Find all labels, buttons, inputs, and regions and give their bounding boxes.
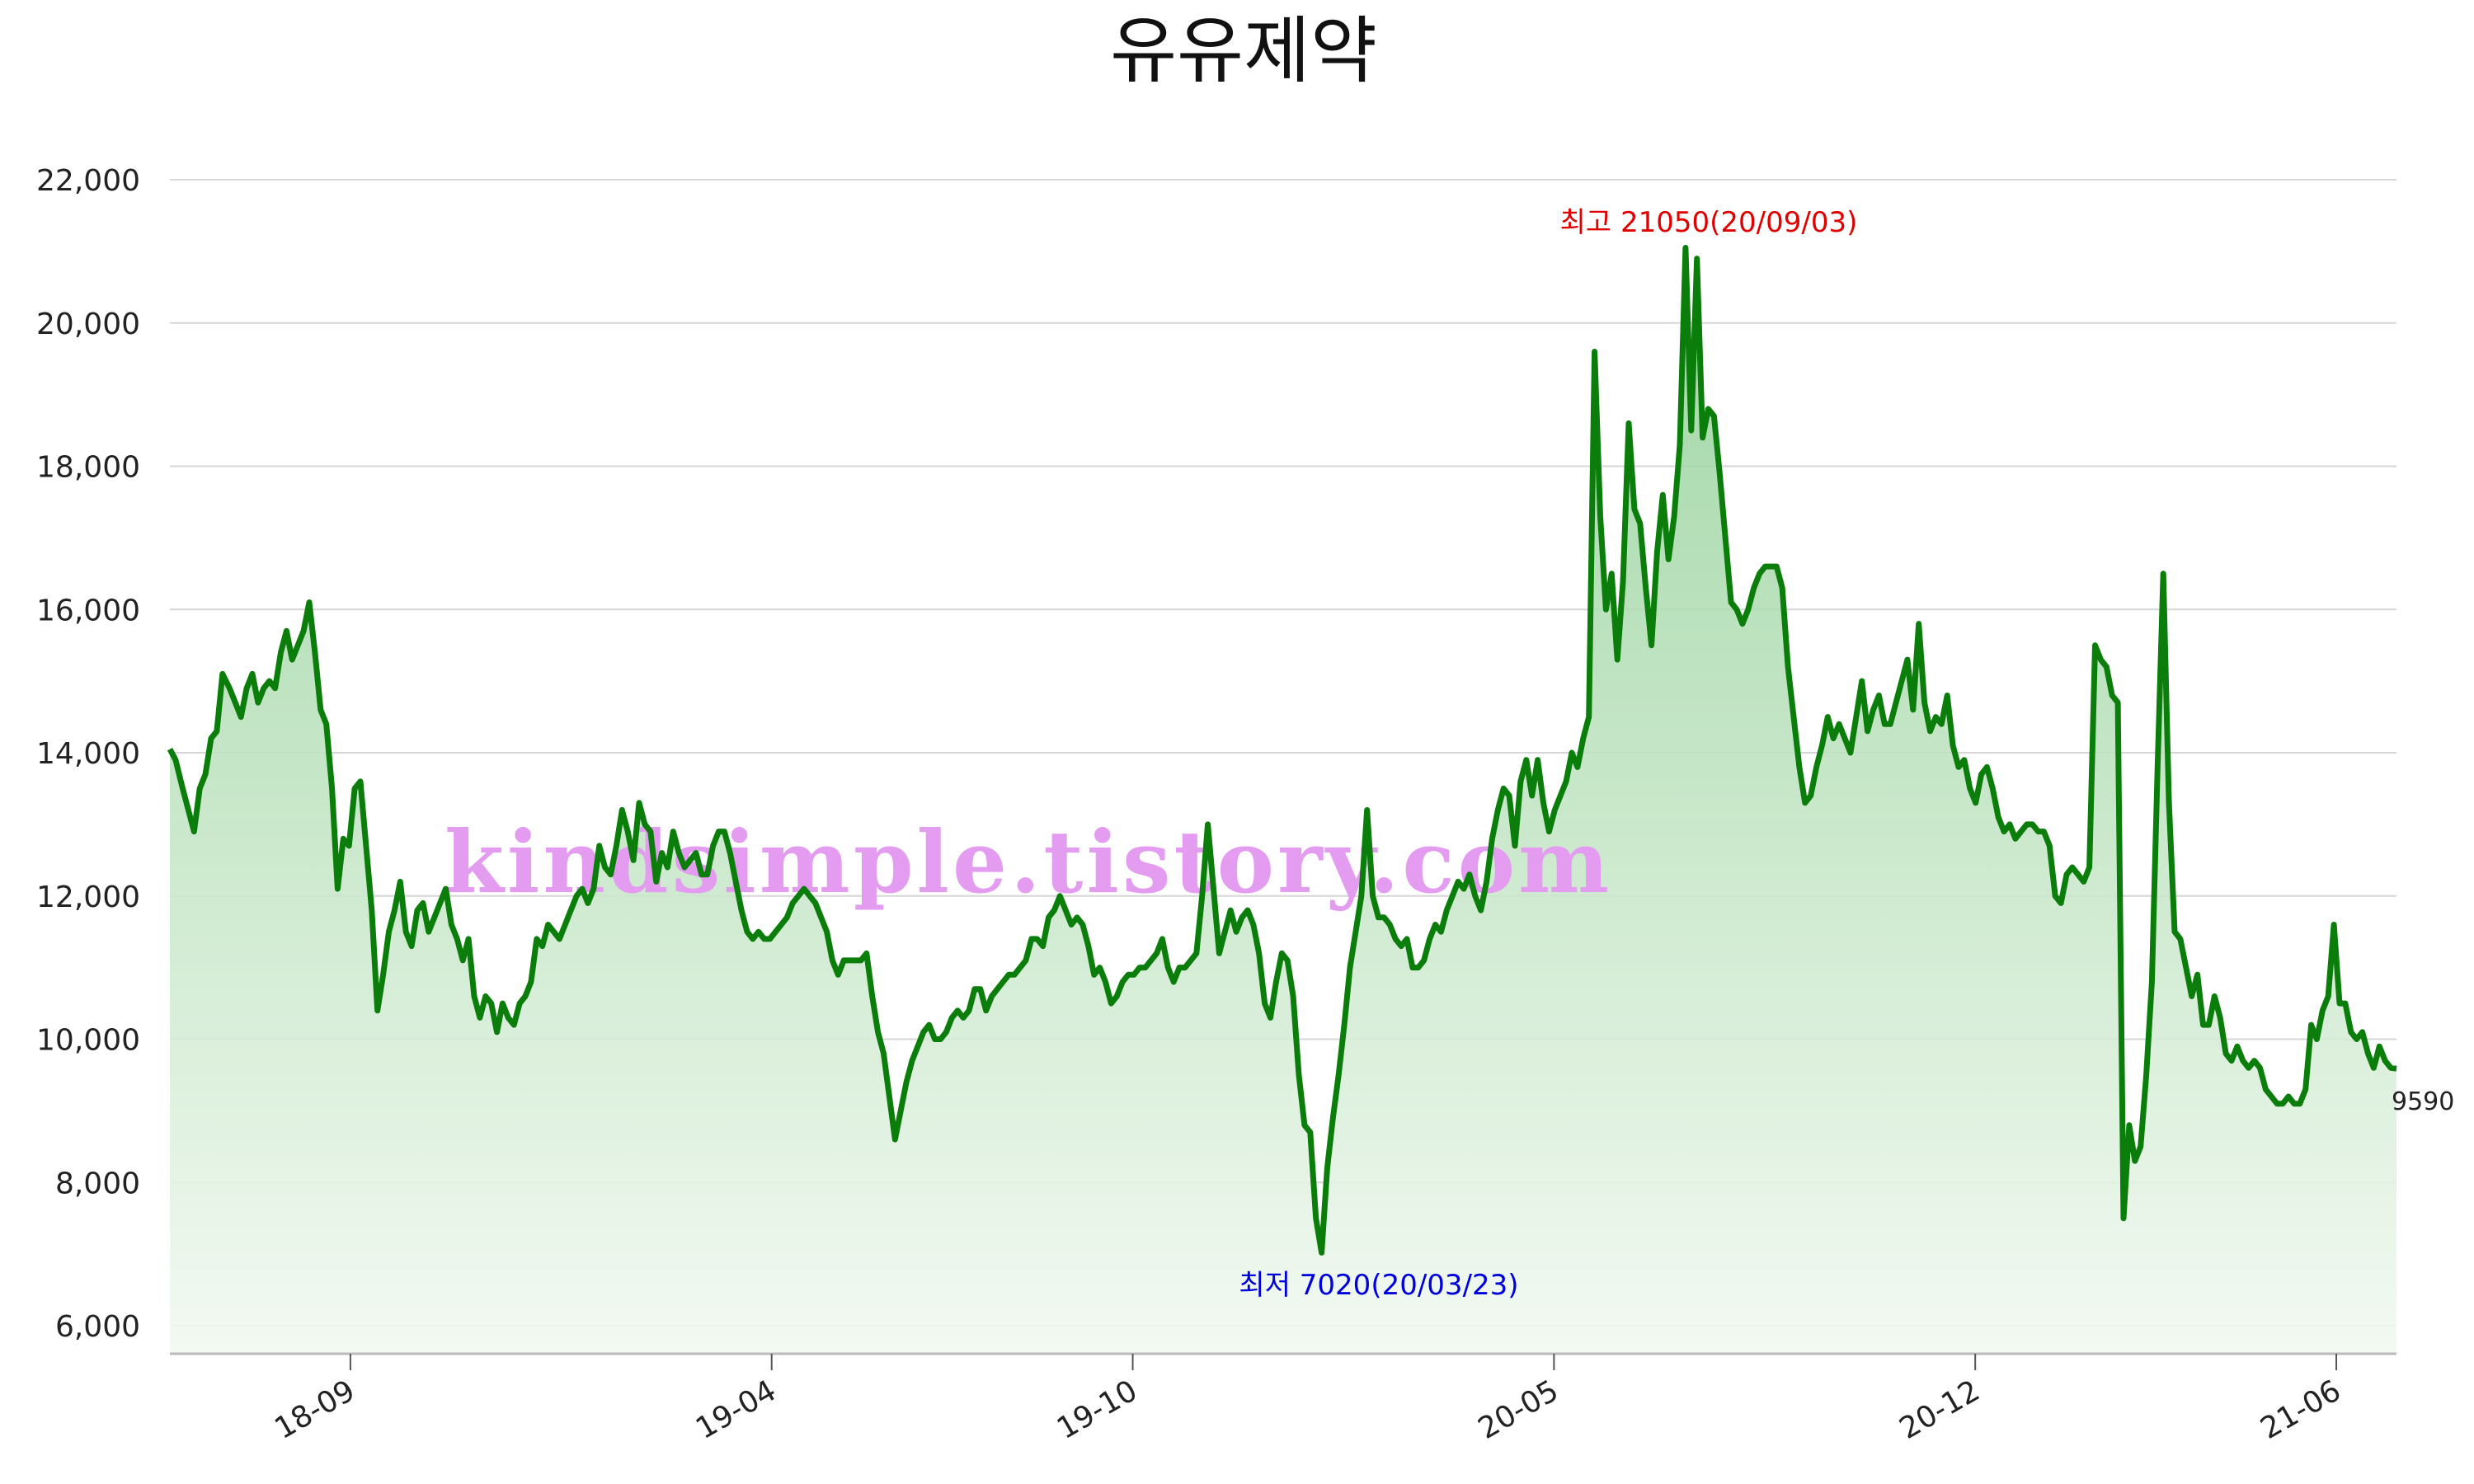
y-axis-ticks: 6,000 8,000 10,000 12,000 14,000 16,000 18,000… [36,164,140,1344]
price-line [167,245,2397,1256]
y-tick-label: 22,000 [36,164,140,198]
y-tick-label: 12,000 [36,881,140,914]
chart-title: 유유제약 [1110,8,1377,93]
y-tick-label: 6,000 [55,1310,140,1344]
high-annotation: 최고 21050(20/09/03) [1560,206,1858,239]
low-annotation: 최저 7020(20/03/23) [1239,1269,1518,1302]
x-axis-ticks: 18-09 19-04 19-10 20-05 20-12 21-06 [269,1354,2347,1446]
price-area [170,247,2396,1354]
y-tick-label: 20,000 [36,308,140,341]
x-tick-label: 19-04 [690,1374,782,1446]
x-tick-label: 19-10 [1051,1374,1143,1446]
y-tick-label: 8,000 [55,1167,140,1200]
y-tick-label: 18,000 [36,451,140,485]
y-tick-label: 14,000 [36,737,140,771]
y-tick-label: 10,000 [36,1024,140,1058]
x-tick-label: 20-05 [1473,1374,1564,1446]
x-tick-label: 18-09 [269,1374,360,1446]
last-value-label: 9590 [2392,1087,2454,1116]
x-tick-label: 21-06 [2255,1374,2346,1446]
x-tick-label: 20-12 [1894,1374,1986,1446]
y-tick-label: 16,000 [36,594,140,627]
